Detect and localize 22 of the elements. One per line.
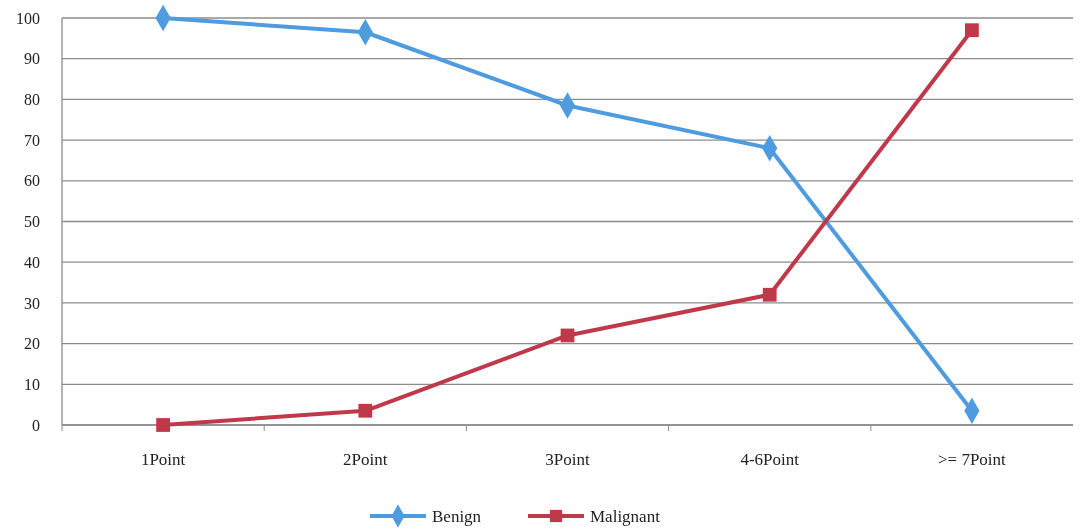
y-tick-label: 80: [24, 91, 40, 108]
legend-label: Benign: [432, 507, 482, 526]
y-tick-label: 70: [24, 131, 40, 149]
x-tick-label: 1Point: [140, 450, 186, 469]
point: [156, 418, 170, 432]
x-tick-label: 4-6Point: [740, 450, 800, 469]
y-tick-label: 20: [24, 335, 40, 353]
legend-label: Malignant: [590, 507, 661, 526]
x-tick-label: 2Point: [343, 450, 388, 469]
x-tick-label: 3Point: [545, 450, 590, 469]
y-tick-label: 10: [24, 375, 40, 393]
y-tick-label: 30: [24, 294, 40, 312]
y-tick-label: 40: [24, 253, 40, 271]
x-tick-label: >= 7Point: [937, 450, 1007, 469]
y-tick-label: 0: [32, 416, 40, 434]
y-tick-label: 60: [24, 172, 40, 190]
y-tick-label: 90: [24, 50, 40, 68]
point: [965, 23, 979, 38]
point: [762, 287, 777, 302]
point: [358, 403, 373, 418]
y-tick-label: 50: [24, 213, 40, 231]
y-tick-label: 100: [16, 9, 40, 27]
